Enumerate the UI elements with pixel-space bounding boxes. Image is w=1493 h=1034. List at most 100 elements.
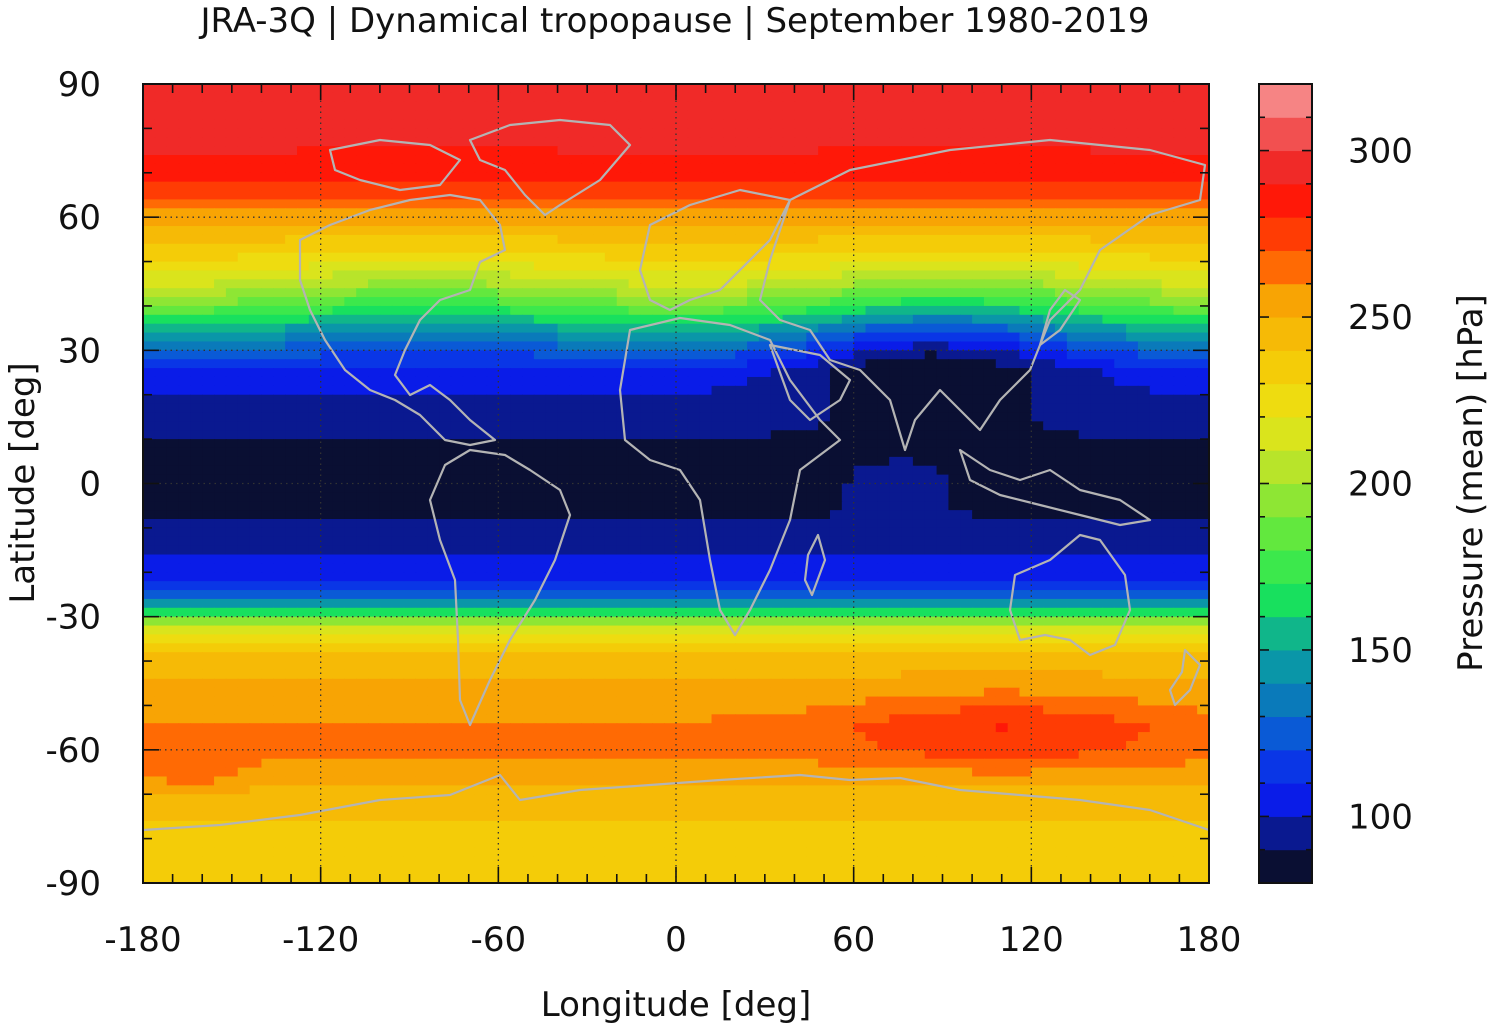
field-cell [427,297,440,307]
field-cell [1114,128,1127,138]
field-cell [1007,217,1021,227]
field-cell [628,155,642,165]
field-cell [1185,101,1198,112]
field-cell [1137,279,1151,289]
field-cell [699,447,713,458]
field-cell [190,314,203,325]
field-cell [818,536,831,547]
field-cell [143,128,156,138]
field-cell [214,519,227,529]
field-cell [818,101,831,112]
field-cell [450,243,464,254]
field-cell [1161,217,1175,227]
field-cell [628,421,642,431]
field-cell [747,332,760,343]
field-cell [912,510,926,520]
field-cell [960,305,973,316]
field-cell [486,394,499,405]
field-cell [628,208,642,218]
field-cell [1161,403,1175,414]
field-cell [960,208,973,218]
field-cell [758,341,772,351]
field-cell [356,465,369,476]
field-cell [960,297,973,307]
field-cell [214,84,227,94]
field-cell [320,447,334,458]
field-cell [1019,359,1032,369]
field-cell [924,181,938,192]
field-cell [557,554,570,564]
field-cell [1031,163,1044,174]
field-cell [581,439,594,449]
field-cell [569,359,582,369]
field-cell [983,155,997,165]
field-cell [557,359,570,369]
field-cell [296,190,310,201]
field-cell [877,439,890,449]
field-cell [604,421,618,431]
field-cell [557,501,570,511]
field-cell [747,172,760,183]
field-cell [1019,465,1032,476]
field-cell [664,146,677,156]
field-cell [806,270,819,280]
field-cell [818,305,831,316]
field-cell [936,403,950,414]
field-cell [747,359,760,369]
field-cell [687,84,701,94]
field-cell [557,119,570,129]
field-cell [865,110,878,121]
field-cell [723,323,736,334]
field-cell [889,190,902,201]
field-cell [687,297,701,307]
field-cell [356,447,369,458]
field-cell [237,492,251,502]
field-cell [1197,226,1209,236]
field-cell [308,359,322,369]
field-cell [687,252,701,263]
field-cell [972,385,985,396]
field-cell [166,101,180,112]
field-cell [462,483,476,493]
field-cell [995,332,1009,343]
field-cell [261,456,274,467]
field-cell [604,474,618,485]
field-cell [462,350,476,360]
field-cell [202,456,215,467]
field-cell [379,146,393,156]
field-cell [415,439,428,449]
field-cell [143,234,156,245]
field-cell [664,190,677,201]
field-cell [853,465,867,476]
field-cell [1019,376,1032,387]
field-cell [924,279,938,289]
field-cell [1055,92,1068,103]
field-cell [510,288,523,298]
field-cell [1161,208,1175,218]
field-cell [225,234,239,245]
field-cell [912,536,926,547]
field-cell [960,536,973,547]
field-cell [545,252,559,263]
field-cell [948,350,961,360]
field-cell [557,155,570,165]
field-cell [202,146,215,156]
field-cell [676,305,689,316]
field-cell [1031,545,1044,556]
field-cell [1031,243,1044,254]
field-cell [1007,279,1021,289]
field-cell [486,119,499,129]
field-cell [616,359,630,369]
field-cell [166,252,180,263]
field-cell [640,92,653,103]
field-cell [1090,376,1103,387]
field-cell [972,172,985,183]
field-cell [1197,190,1209,201]
field-cell [936,305,950,316]
field-cell [640,119,653,129]
field-cell [1066,474,1080,485]
field-cell [498,234,511,245]
field-cell [936,394,950,405]
field-cell [604,563,618,573]
field-cell [758,101,772,112]
